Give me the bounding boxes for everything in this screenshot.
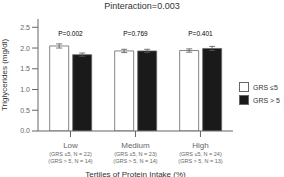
svg-text:2.5: 2.5: [20, 24, 30, 31]
svg-text:(GRS > 5, N = 14): (GRS > 5, N = 14): [48, 158, 92, 164]
html-text:GRS ≤5: GRS ≤5: [253, 83, 278, 91]
html-text:Pinteraction=0.003: Pinteraction=0.003: [104, 1, 180, 11]
svg-text:1.5: 1.5: [20, 65, 30, 72]
html-text:GRS > 5: GRS > 5: [253, 96, 280, 104]
svg-text:Low: Low: [63, 141, 78, 150]
svg-text:P=0.401: P=0.401: [188, 30, 213, 37]
svg-text:0.5: 0.5: [20, 107, 30, 114]
svg-text:Tertiles of Protein Intake (%): Tertiles of Protein Intake (%): [85, 170, 186, 177]
svg-text:P=0.769: P=0.769: [123, 30, 148, 37]
svg-text:(GRS ≤5, N = 24): (GRS ≤5, N = 24): [179, 151, 222, 157]
svg-text:Medium: Medium: [121, 141, 150, 150]
svg-text:High: High: [192, 141, 208, 150]
svg-text:(GRS ≤5, N = 23): (GRS ≤5, N = 23): [114, 151, 157, 157]
svg-text:0.0: 0.0: [20, 127, 30, 134]
svg-text:2.0: 2.0: [20, 45, 30, 52]
svg-text:P=0.002: P=0.002: [58, 30, 83, 37]
svg-text:(GRS ≤5, N = 22): (GRS ≤5, N = 22): [49, 151, 92, 157]
svg-text:Triglycerides (mg/dl): Triglycerides (mg/dl): [8, 39, 9, 111]
svg-text:(GRS > 5, N = 14): (GRS > 5, N = 14): [113, 158, 157, 164]
svg-text:1.0: 1.0: [20, 86, 30, 93]
svg-text:(GRS > 5, N = 13): (GRS > 5, N = 13): [178, 158, 222, 164]
